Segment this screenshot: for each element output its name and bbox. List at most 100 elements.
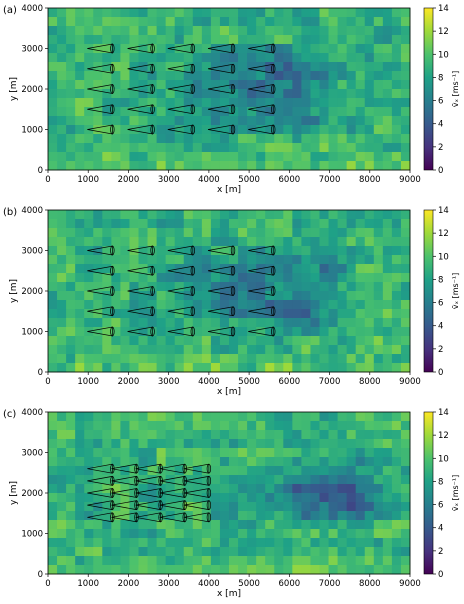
heatmap-cell	[75, 71, 85, 81]
heatmap-cell	[57, 309, 67, 319]
panel-b-turbines	[87, 245, 276, 337]
heatmap-cell	[156, 538, 167, 548]
heatmap-cell	[183, 264, 194, 274]
heatmap-cell	[93, 520, 103, 530]
heatmap-cell	[283, 152, 293, 162]
y-tick-label: 0	[38, 570, 43, 580]
heatmap-cell	[310, 327, 320, 337]
heatmap-cell	[373, 430, 384, 440]
heatmap-cell	[48, 143, 58, 153]
heatmap-cell	[355, 511, 366, 521]
turbine	[248, 124, 276, 135]
heatmap-cell	[183, 511, 194, 521]
heatmap-cell	[247, 466, 257, 476]
heatmap-cell	[174, 556, 185, 566]
heatmap-cell	[93, 273, 103, 283]
heatmap-cell	[120, 448, 130, 458]
heatmap-cell	[364, 71, 375, 81]
heatmap-cell	[210, 273, 221, 283]
heatmap-cell	[210, 8, 221, 18]
heatmap-cell	[57, 161, 67, 171]
heatmap-cell	[111, 8, 121, 18]
heatmap-cell	[57, 565, 67, 575]
heatmap-cell	[84, 502, 94, 512]
y-tick-label: 0	[38, 166, 43, 176]
heatmap-cell	[319, 228, 329, 238]
heatmap-cell	[183, 538, 194, 548]
heatmap-cell	[247, 511, 257, 521]
heatmap-cell	[201, 520, 212, 530]
heatmap-cell	[310, 116, 320, 126]
heatmap-cell	[364, 466, 375, 476]
heatmap-cell	[66, 143, 76, 153]
turbine-rotor-disk	[248, 63, 274, 74]
heatmap-cell	[346, 502, 357, 512]
heatmap-cell	[138, 71, 148, 81]
heatmap-cell	[102, 152, 112, 162]
turbine-hub	[182, 500, 187, 510]
heatmap-cell	[174, 282, 185, 292]
heatmap-cell	[355, 336, 366, 346]
heatmap-cell	[229, 53, 239, 63]
heatmap-cell	[310, 493, 320, 503]
heatmap-cell	[355, 246, 366, 256]
heatmap-cell	[210, 89, 221, 99]
heatmap-cell	[346, 493, 357, 503]
heatmap-cell	[265, 529, 275, 539]
heatmap-cell	[265, 538, 275, 548]
heatmap-cell	[391, 44, 402, 54]
heatmap-cell	[210, 556, 221, 566]
heatmap-cell	[138, 556, 148, 566]
heatmap-cell	[274, 255, 284, 265]
heatmap-cell	[238, 336, 248, 346]
heatmap-cell	[274, 318, 284, 328]
heatmap-cell	[319, 547, 329, 557]
heatmap-cell	[147, 363, 157, 373]
heatmap-cell	[66, 71, 76, 81]
heatmap-cell	[382, 291, 393, 301]
heatmap-cell	[337, 448, 348, 458]
heatmap-cell	[373, 89, 384, 99]
turbine	[248, 245, 276, 256]
heatmap-cell	[364, 529, 375, 539]
heatmap-cell	[183, 484, 194, 494]
heatmap-cell	[337, 134, 348, 144]
heatmap-cell	[355, 26, 366, 36]
heatmap-cell	[219, 273, 230, 283]
heatmap-cell	[238, 116, 248, 126]
heatmap-cell	[210, 466, 221, 476]
heatmap-cell	[174, 35, 185, 45]
heatmap-cell	[328, 291, 338, 301]
heatmap-cell	[328, 300, 338, 310]
heatmap-cell	[283, 143, 293, 153]
turbine-hub	[158, 512, 163, 523]
heatmap-cell	[346, 336, 357, 346]
turbine-hub	[110, 306, 115, 317]
heatmap-cell	[111, 556, 121, 566]
heatmap-cell	[337, 363, 348, 373]
turbine-hub	[190, 326, 195, 337]
heatmap-cell	[400, 547, 411, 557]
heatmap-cell	[364, 502, 375, 512]
heatmap-cell	[66, 448, 76, 458]
heatmap-cell	[292, 439, 302, 449]
heatmap-cell	[219, 556, 230, 566]
heatmap-cell	[373, 318, 384, 328]
heatmap-cell	[364, 282, 375, 292]
heatmap-cell	[382, 143, 393, 153]
heatmap-cell	[310, 210, 320, 220]
heatmap-cell	[382, 538, 393, 548]
heatmap-cell	[346, 8, 357, 18]
heatmap-cell	[93, 210, 103, 220]
heatmap-cell	[337, 345, 348, 355]
heatmap-cell	[283, 318, 293, 328]
heatmap-cell	[292, 8, 302, 18]
heatmap-cell	[319, 35, 329, 45]
heatmap-cell	[337, 538, 348, 548]
heatmap-cell	[400, 237, 411, 247]
heatmap-cell	[93, 309, 103, 319]
heatmap-cell	[256, 421, 266, 431]
heatmap-cell	[48, 412, 58, 422]
heatmap-cell	[229, 152, 239, 162]
heatmap-cell	[75, 228, 85, 238]
